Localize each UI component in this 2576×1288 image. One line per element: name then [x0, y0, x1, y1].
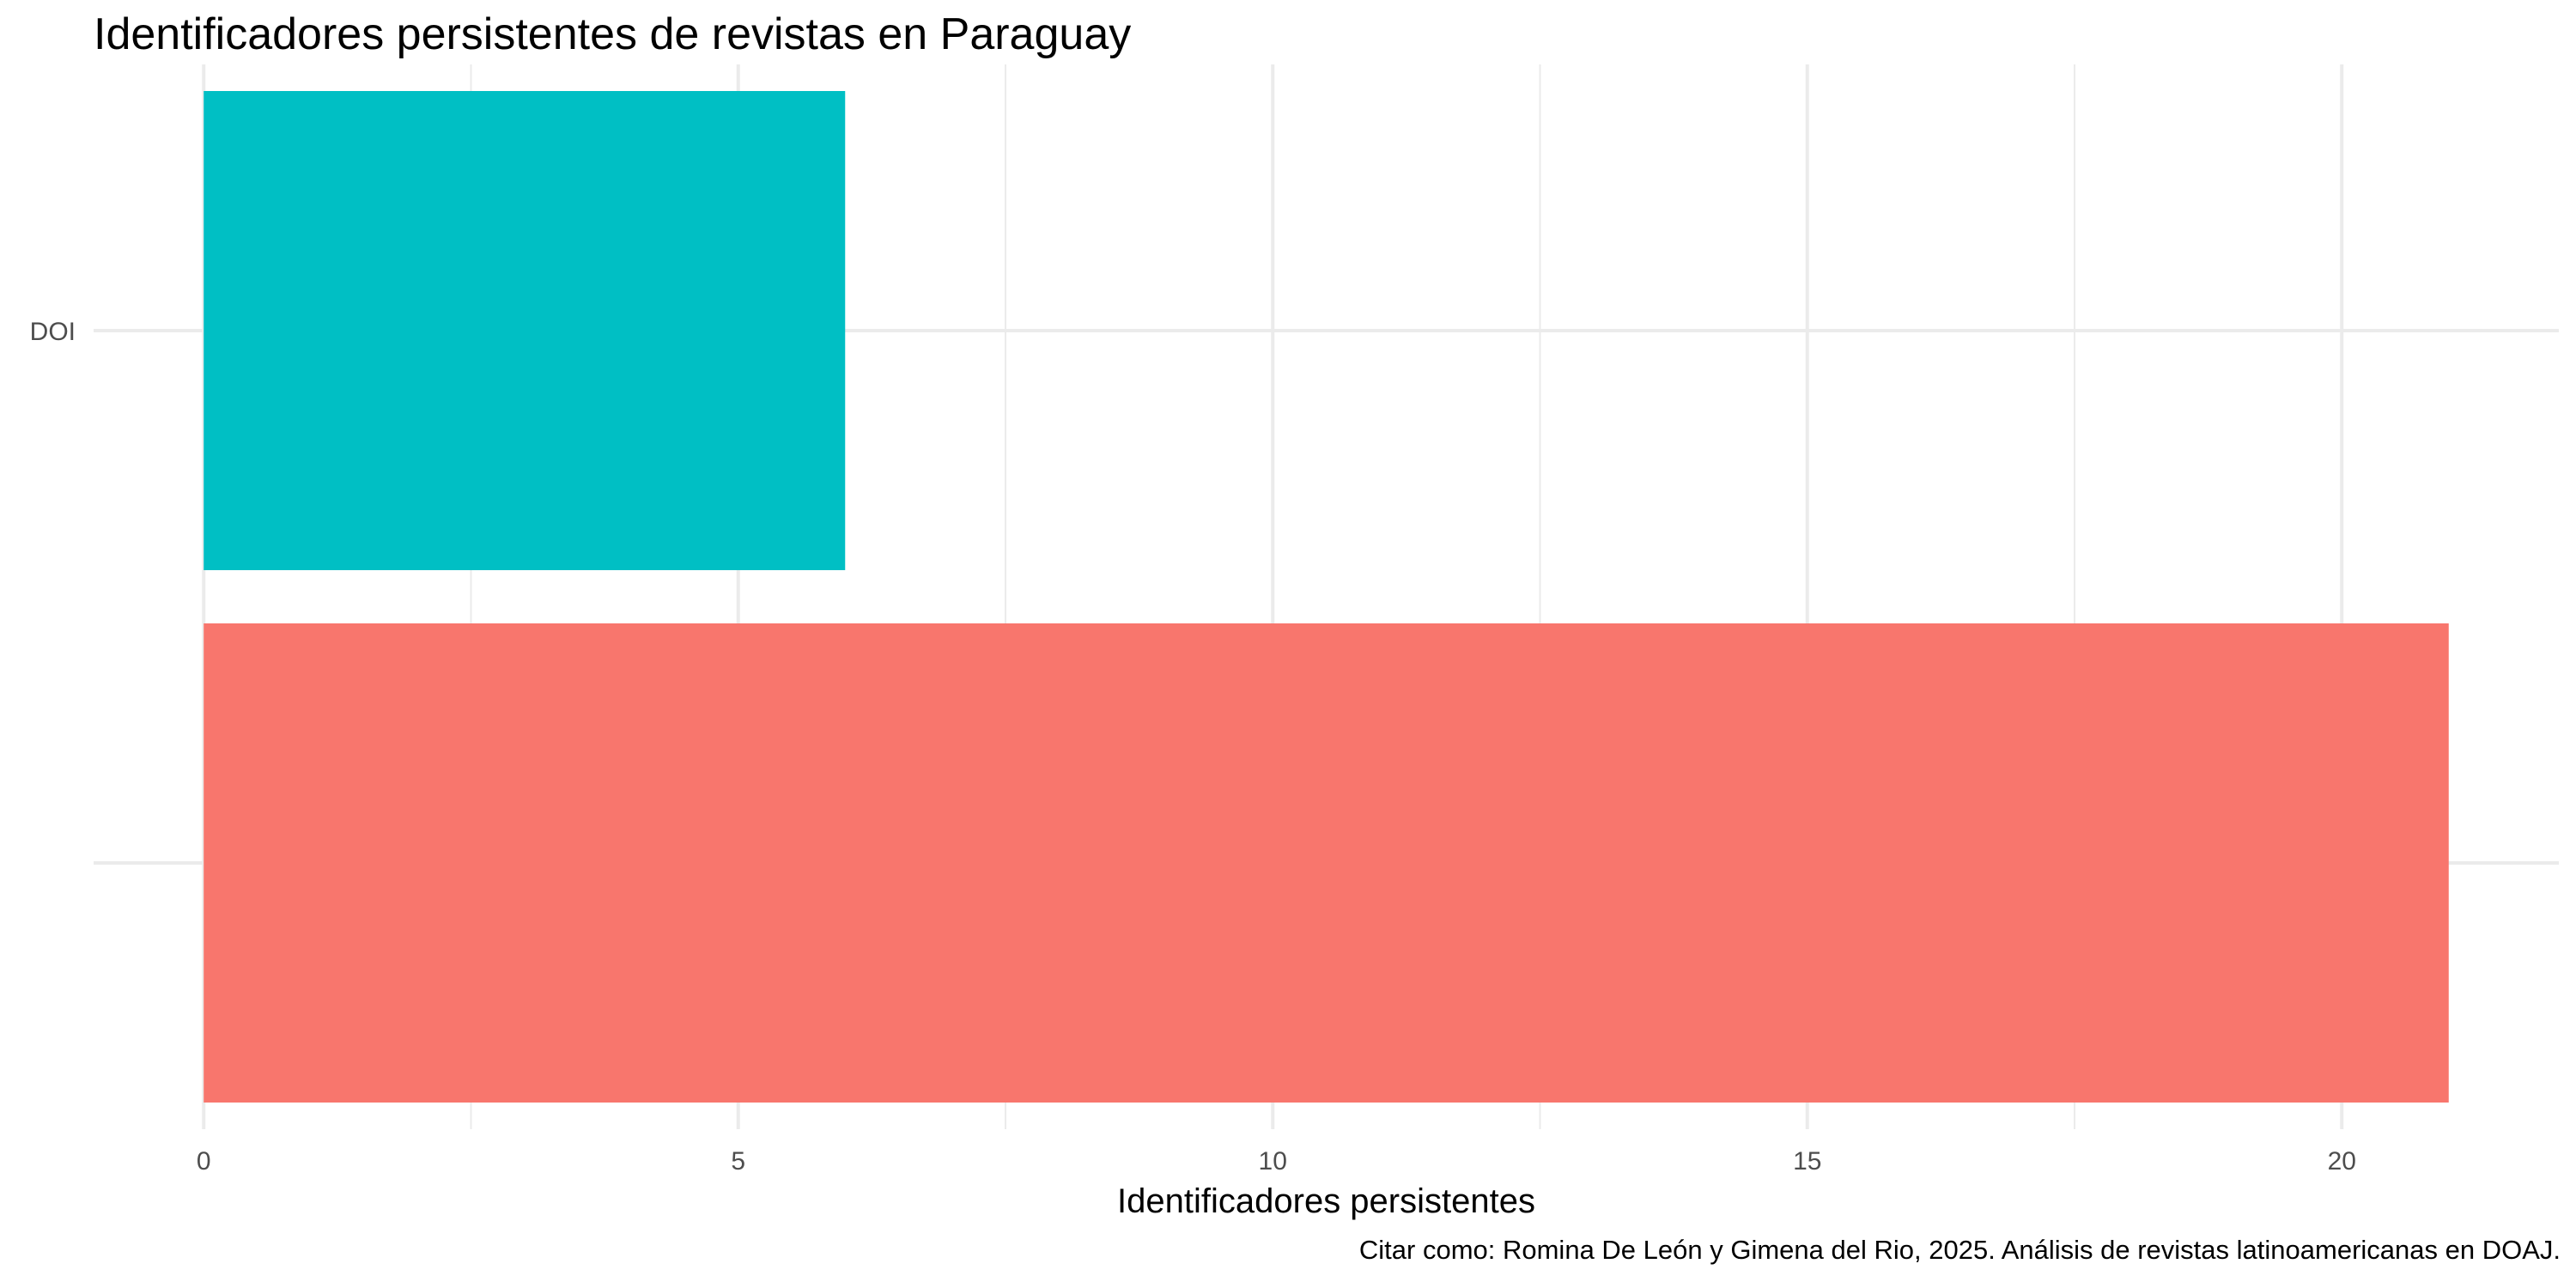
- x-tick-label-3: 15: [1793, 1147, 1821, 1176]
- y-tick-label-0: DOI: [30, 318, 76, 346]
- bar-doi: [204, 91, 846, 570]
- chart-caption: Citar como: Romina De León y Gimena del …: [1358, 1235, 2561, 1265]
- x-tick-label-0: 0: [197, 1147, 211, 1176]
- x-tick-label-1: 5: [731, 1147, 745, 1176]
- x-tick-label-4: 20: [2328, 1147, 2356, 1176]
- bar-layer: [204, 91, 2449, 1103]
- x-tick-label-2: 10: [1259, 1147, 1287, 1176]
- x-axis-title: Identificadores persistentes: [1117, 1182, 1535, 1220]
- bar-unlabeled: [204, 623, 2449, 1103]
- label-layer: 0 5 10 15 20 DOI: [30, 318, 2356, 1176]
- chart-title: Identificadores persistentes de revistas…: [94, 9, 1132, 59]
